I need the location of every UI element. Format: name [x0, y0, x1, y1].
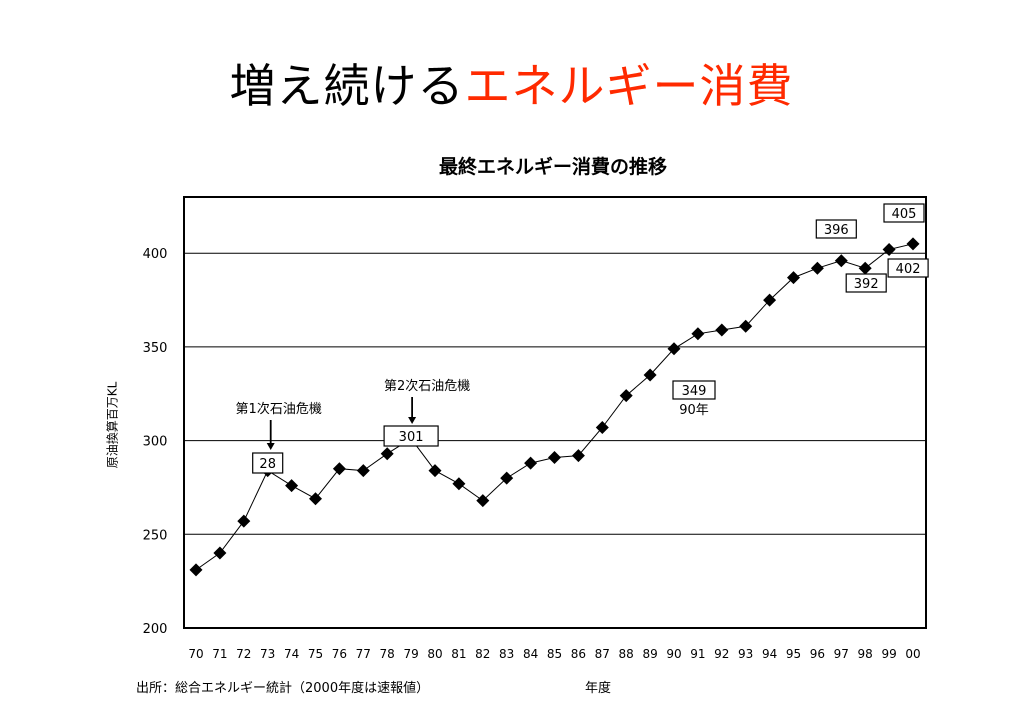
y-tick-label: 350: [143, 341, 168, 356]
annotation-value-99-box: [887, 258, 929, 278]
annotation-arrow-2-head: [408, 417, 417, 424]
data-point: [691, 327, 705, 341]
data-point: [739, 319, 753, 333]
y-tick-label: 200: [143, 622, 168, 637]
x-axis-label: 年度: [585, 681, 612, 696]
x-tick-label: 83: [499, 647, 514, 661]
data-point: [452, 477, 466, 491]
x-tick-label: 80: [427, 647, 442, 661]
x-tick-label: 88: [619, 647, 634, 661]
data-point: [595, 420, 609, 434]
annotation-year-90: 90年: [679, 403, 709, 418]
x-tick-label: 71: [212, 647, 227, 661]
annotation-value-97: 396: [824, 223, 849, 238]
slide-title-accent: エネルギー消費: [464, 59, 794, 113]
x-tick-label: 86: [571, 647, 586, 661]
source-note: 出所：総合エネルギー統計（2000年度は速報値）: [136, 681, 430, 696]
data-point: [189, 563, 203, 577]
data-point: [571, 449, 585, 463]
x-tick-label: 95: [786, 647, 801, 661]
x-tick-label: 73: [260, 647, 275, 661]
data-point: [380, 447, 394, 461]
x-tick-label: 91: [690, 647, 705, 661]
annotation-arrow-1-head: [266, 443, 275, 450]
data-point: [428, 464, 442, 478]
annotation-value-97-box: [815, 219, 857, 239]
annotation-value-79-box: [383, 425, 439, 447]
x-tick-label: 78: [380, 647, 395, 661]
x-tick-label: 97: [834, 647, 849, 661]
data-point: [834, 254, 848, 268]
data-point: [309, 492, 322, 506]
x-tick-label: 93: [738, 647, 753, 661]
annotation-value-73-box: [252, 452, 284, 474]
data-point: [858, 261, 872, 275]
data-point: [619, 389, 633, 403]
x-tick-label: 98: [858, 647, 873, 661]
x-tick-label: 81: [451, 647, 466, 661]
data-point: [810, 261, 824, 275]
x-tick-label: 84: [523, 647, 538, 661]
x-tick-label: 99: [881, 647, 896, 661]
annotation-value-00-box: [883, 203, 925, 223]
annotation-value-99: 402: [896, 262, 921, 277]
annotation-oil-crisis-2: 第2次石油危機: [384, 378, 470, 394]
y-tick-label: 300: [143, 435, 168, 450]
x-tick-label: 87: [595, 647, 610, 661]
y-tick-label: 400: [143, 247, 168, 262]
slide-title-main: 増え続ける: [229, 59, 465, 113]
data-point: [763, 293, 777, 307]
slide-title: 増え続けるエネルギー消費: [0, 56, 1023, 116]
x-tick-label: 72: [236, 647, 251, 661]
annotation-value-79: 301: [399, 430, 424, 445]
data-point: [356, 464, 370, 478]
x-tick-label: 89: [642, 647, 657, 661]
annotation-value-98: 392: [854, 277, 879, 292]
data-point: [285, 479, 299, 493]
data-point: [643, 368, 657, 382]
data-point: [213, 546, 227, 560]
data-point: [715, 323, 729, 337]
x-tick-label: 94: [762, 647, 777, 661]
data-point: [500, 471, 514, 485]
x-tick-label: 76: [332, 647, 347, 661]
x-tick-label: 70: [188, 647, 203, 661]
annotation-value-73: 28: [259, 457, 276, 472]
data-point: [524, 456, 538, 470]
x-tick-label: 74: [284, 647, 299, 661]
x-tick-label: 85: [547, 647, 562, 661]
data-point: [882, 242, 896, 256]
x-tick-label: 92: [714, 647, 729, 661]
chart-title: 最終エネルギー消費の推移: [438, 156, 667, 178]
data-point: [237, 514, 251, 528]
x-tick-label: 82: [475, 647, 490, 661]
x-tick-label: 75: [308, 647, 323, 661]
annotation-value-98-box: [845, 273, 887, 293]
annotation-oil-crisis-1: 第1次石油危機: [236, 401, 322, 417]
data-point: [548, 450, 561, 464]
data-point: [476, 494, 490, 508]
x-tick-label: 79: [403, 647, 418, 661]
data-point: [332, 462, 346, 476]
annotation-value-90-box: [672, 380, 716, 400]
plot-area: [183, 196, 927, 629]
y-tick-label: 250: [143, 528, 168, 543]
x-tick-label: 00: [905, 647, 920, 661]
annotation-value-00: 405: [892, 207, 917, 222]
data-point: [906, 237, 920, 251]
x-tick-label: 96: [810, 647, 825, 661]
data-point: [667, 342, 681, 356]
x-tick-label: 77: [356, 647, 371, 661]
annotation-value-90: 349: [682, 384, 707, 399]
data-point: [787, 271, 800, 285]
x-tick-label: 90: [666, 647, 681, 661]
